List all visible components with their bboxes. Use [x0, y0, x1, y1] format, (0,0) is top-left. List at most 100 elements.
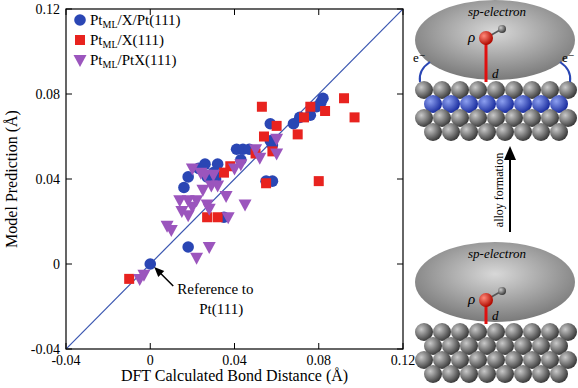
legend-part: Pt: [90, 32, 103, 48]
point: [211, 180, 224, 192]
point: [178, 182, 190, 194]
electron-label: e⁻: [413, 50, 426, 65]
legend-sub: ML: [103, 59, 118, 70]
point: [207, 170, 220, 182]
point: [259, 132, 269, 142]
atom: [532, 365, 550, 383]
legend-label: PtML/X/Pt(111): [90, 12, 181, 30]
point: [317, 92, 329, 104]
atom: [442, 123, 460, 141]
atom: [550, 123, 568, 141]
electron-cloud: [415, 0, 575, 80]
x-tick-label: 0: [147, 353, 154, 368]
atom: [514, 123, 532, 141]
annotation-arrowhead: [154, 267, 164, 277]
rho-label: ρ: [467, 291, 475, 307]
x-tick-label: 0.08: [307, 353, 332, 368]
adsorbate-h: [498, 25, 506, 33]
atom: [478, 365, 496, 383]
atom: [424, 365, 442, 383]
x-tick: [150, 343, 151, 349]
point: [261, 178, 271, 188]
legend-label: PtML/X(111): [90, 32, 164, 50]
point: [220, 191, 233, 203]
x-tick-label: 0.04: [222, 353, 247, 368]
x-axis-title: DFT Calculated Bond Distance (Å): [121, 367, 348, 385]
electron-arrow: [420, 62, 430, 82]
point: [314, 176, 324, 186]
y-tick-label: 0: [53, 257, 60, 272]
y-tick: [66, 264, 72, 265]
d-label: d: [492, 308, 499, 323]
y-tick-right: [397, 179, 403, 180]
annotation-text: Reference to: [177, 281, 253, 297]
atom: [532, 123, 550, 141]
y-tick-right: [397, 264, 403, 265]
legend-part: Pt: [90, 52, 103, 68]
point: [299, 112, 309, 122]
point: [234, 159, 247, 171]
point: [165, 225, 178, 237]
point: [293, 129, 303, 139]
point: [253, 153, 266, 165]
electron-label: e⁻: [562, 50, 575, 65]
y-tick-label: 0.12: [36, 2, 61, 17]
legend-marker: [74, 14, 86, 26]
point: [203, 204, 216, 216]
legend-part: /X(111): [118, 32, 164, 49]
atom: [424, 123, 442, 141]
atom: [478, 123, 496, 141]
point: [182, 241, 194, 253]
y-axis-title: Model Prediction (Å): [3, 110, 21, 248]
adsorbate: [479, 31, 493, 45]
point: [270, 134, 283, 146]
x-tick: [318, 343, 319, 349]
y-tick-right: [397, 94, 403, 95]
atom: [460, 123, 478, 141]
rho-label: ρ: [467, 29, 475, 45]
point: [202, 212, 212, 222]
cloud-label: sp-electron: [468, 246, 526, 261]
x-tick-top: [234, 9, 235, 15]
x-tick: [234, 343, 235, 349]
legend-label: PtML/PtX(111): [90, 52, 176, 70]
atom: [514, 365, 532, 383]
legend-part: /X/Pt(111): [118, 12, 181, 29]
parity-line: [66, 9, 403, 349]
legend-part: /PtX(111): [118, 52, 177, 69]
point: [222, 212, 235, 224]
point: [257, 102, 267, 112]
y-tick: [66, 94, 72, 95]
point: [320, 106, 330, 116]
point: [190, 253, 203, 265]
annotation-text: Pt(111): [199, 301, 243, 318]
legend-part: Pt: [90, 12, 103, 28]
point: [203, 242, 216, 254]
point: [239, 200, 252, 212]
d-label: d: [492, 66, 499, 81]
atom: [442, 365, 460, 383]
legend-sub: ML: [103, 39, 118, 50]
atom: [496, 123, 514, 141]
adsorbate-h: [498, 287, 506, 295]
y-tick-label: 0.08: [36, 87, 61, 102]
point: [124, 274, 134, 284]
point: [270, 149, 283, 161]
legend-marker: [75, 35, 85, 45]
point: [350, 112, 360, 122]
adsorbate: [479, 293, 493, 307]
atom: [496, 365, 514, 383]
plot-area: [66, 9, 403, 349]
arrow-label: alloy formation: [492, 153, 506, 227]
point: [305, 102, 315, 112]
atom: [460, 365, 478, 383]
point: [272, 121, 282, 131]
cloud-label: sp-electron: [468, 4, 526, 19]
x-tick-top: [318, 9, 319, 15]
plot-frame: [66, 9, 403, 349]
point: [213, 212, 223, 222]
y-tick-label: 0.04: [36, 172, 61, 187]
electron-arrow: [560, 62, 570, 82]
point: [190, 195, 203, 207]
figure: -0.0400.040.080.12-0.0400.040.080.12DFT …: [0, 0, 578, 388]
